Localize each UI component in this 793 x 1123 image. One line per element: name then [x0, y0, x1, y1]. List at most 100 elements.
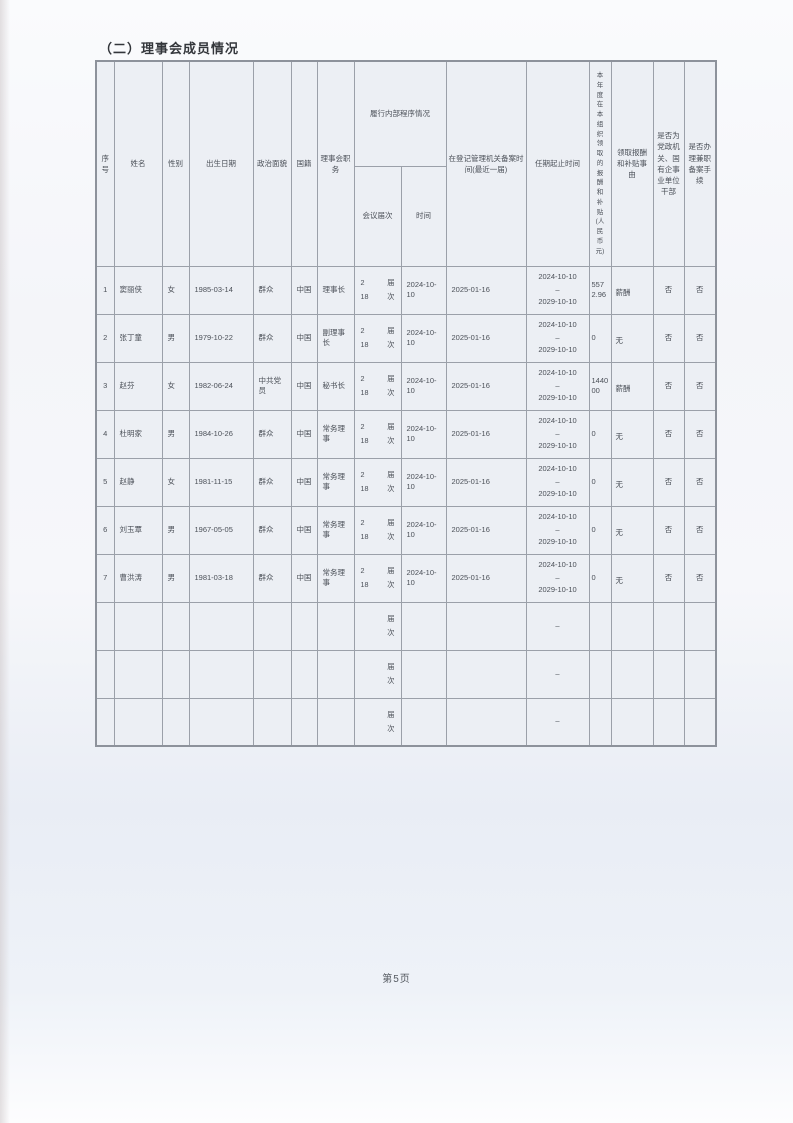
cell-nationality: 中国	[290, 457, 318, 507]
cell-parttime: 否	[683, 409, 717, 459]
cell-seq: 3	[95, 361, 115, 411]
session-count-number: 18	[360, 580, 369, 589]
session-term-line: 届	[361, 660, 395, 674]
cell-session: 届次	[353, 601, 402, 651]
cell-remuneration: 0	[588, 505, 612, 555]
cell-time: 2024-10-10	[400, 457, 447, 507]
cell-parttime	[683, 697, 717, 747]
table-row-empty: 届次 –	[95, 601, 717, 651]
cell-reason: 薪酬	[610, 265, 654, 315]
session-count-unit: 次	[387, 580, 395, 589]
header-registration: 在登记管理机关备案时间(最近一届)	[445, 60, 527, 267]
term-start: 2024-10-10	[538, 271, 577, 281]
cell-session: 2 届 18 次	[353, 457, 402, 507]
session-count-number: 18	[360, 388, 369, 397]
cell-reason: 无	[610, 553, 654, 603]
cell-nationality	[290, 697, 318, 747]
header-name: 姓名	[113, 60, 163, 267]
cell-gender: 男	[161, 409, 190, 459]
session-count-line: 18 次	[361, 338, 395, 352]
cell-session: 2 届 18 次	[353, 265, 402, 315]
term-end: 2029-10-10	[538, 489, 577, 499]
cell-seq: 2	[95, 313, 115, 363]
cell-term: 2024-10-10 – 2029-10-10	[525, 361, 590, 411]
header-parttime: 是否办理兼职备案手续	[683, 60, 717, 267]
cell-name: 赵芬	[113, 361, 163, 411]
cell-seq: 4	[95, 409, 115, 459]
cell-time: 2024-10-10	[400, 313, 447, 363]
cell-position: 副理事长	[316, 313, 355, 363]
cell-registration: 2025-01-16	[445, 361, 527, 411]
cell-reason: 无	[610, 457, 654, 507]
cell-birth	[188, 649, 254, 699]
session-term-unit: 届	[387, 326, 395, 336]
term-dash: –	[555, 668, 560, 678]
cell-cadre: 否	[652, 361, 685, 411]
cell-reason: 无	[610, 313, 654, 363]
session-term-number: 2	[360, 422, 365, 432]
cell-registration: 2025-01-16	[445, 553, 527, 603]
cell-remuneration	[588, 601, 612, 651]
header-procedure-group: 履行内部程序情况	[353, 60, 447, 167]
cell-session: 2 届 18 次	[353, 313, 402, 363]
session-term-unit: 届	[387, 662, 395, 672]
cell-nationality	[290, 601, 318, 651]
term-dash: –	[555, 524, 560, 534]
session-count-line: 18 次	[361, 530, 395, 544]
cell-birth: 1967-05-05	[188, 505, 254, 555]
cell-term: 2024-10-10 – 2029-10-10	[525, 313, 590, 363]
session-term-unit: 届	[387, 278, 395, 288]
session-term-line: 届	[361, 612, 394, 626]
cell-political	[252, 601, 292, 651]
cell-parttime	[683, 601, 717, 651]
table-row: 6 刘玉覃男 1967-05-05 群众 中国 常务理事 2 届 18 次 2024-10-10 20…	[95, 505, 717, 555]
cell-seq	[95, 601, 115, 651]
cell-political: 中共党员	[252, 361, 292, 411]
cell-position: 秘书长	[316, 361, 355, 411]
cell-nationality: 中国	[290, 505, 318, 555]
cell-name: 张丁童	[113, 313, 163, 363]
session-term-number: 2	[360, 278, 365, 288]
cell-registration	[445, 697, 527, 747]
term-dash: –	[555, 428, 560, 438]
session-count-unit: 次	[387, 436, 395, 445]
cell-gender	[161, 649, 190, 699]
term-end: 2029-10-10	[538, 345, 577, 355]
cell-seq: 1	[95, 265, 115, 315]
header-term: 任期起止时间	[525, 60, 590, 267]
cell-remuneration	[588, 697, 612, 747]
cell-political	[252, 697, 292, 747]
session-count-line: 18 次	[361, 290, 395, 304]
cell-birth	[188, 697, 254, 747]
cell-term: 2024-10-10 – 2029-10-10	[525, 265, 590, 315]
cell-nationality: 中国	[290, 361, 318, 411]
cell-registration: 2025-01-16	[445, 409, 527, 459]
cell-position: 常务理事	[316, 457, 355, 507]
term-end: 2029-10-10	[538, 537, 577, 547]
session-count-unit: 次	[387, 628, 395, 637]
cell-time: 2024-10-10	[400, 409, 447, 459]
cell-parttime: 否	[683, 505, 717, 555]
header-cadre: 是否为党政机关、国有企事业单位干部	[652, 60, 685, 267]
term-end: 2029-10-10	[538, 441, 577, 451]
cell-political: 群众	[252, 313, 292, 363]
term-dash: –	[555, 380, 560, 390]
cell-cadre	[652, 649, 685, 699]
cell-cadre: 否	[652, 409, 685, 459]
session-term-number: 2	[360, 566, 365, 576]
cell-remuneration	[588, 649, 612, 699]
cell-parttime: 否	[683, 313, 717, 363]
cell-registration: 2025-01-16	[445, 505, 527, 555]
cell-time: 2024-10-10	[400, 505, 447, 555]
cell-term: –	[525, 649, 590, 699]
cell-time	[400, 649, 447, 699]
session-count-line: 18 次	[361, 386, 395, 400]
session-count-unit: 次	[387, 340, 395, 349]
cell-gender: 男	[161, 505, 190, 555]
session-term-unit: 届	[387, 518, 395, 528]
term-end: 2029-10-10	[538, 297, 577, 307]
term-start: 2024-10-10	[538, 511, 577, 521]
cell-time: 2024-10-10	[400, 265, 447, 315]
cell-seq: 7	[95, 553, 115, 603]
